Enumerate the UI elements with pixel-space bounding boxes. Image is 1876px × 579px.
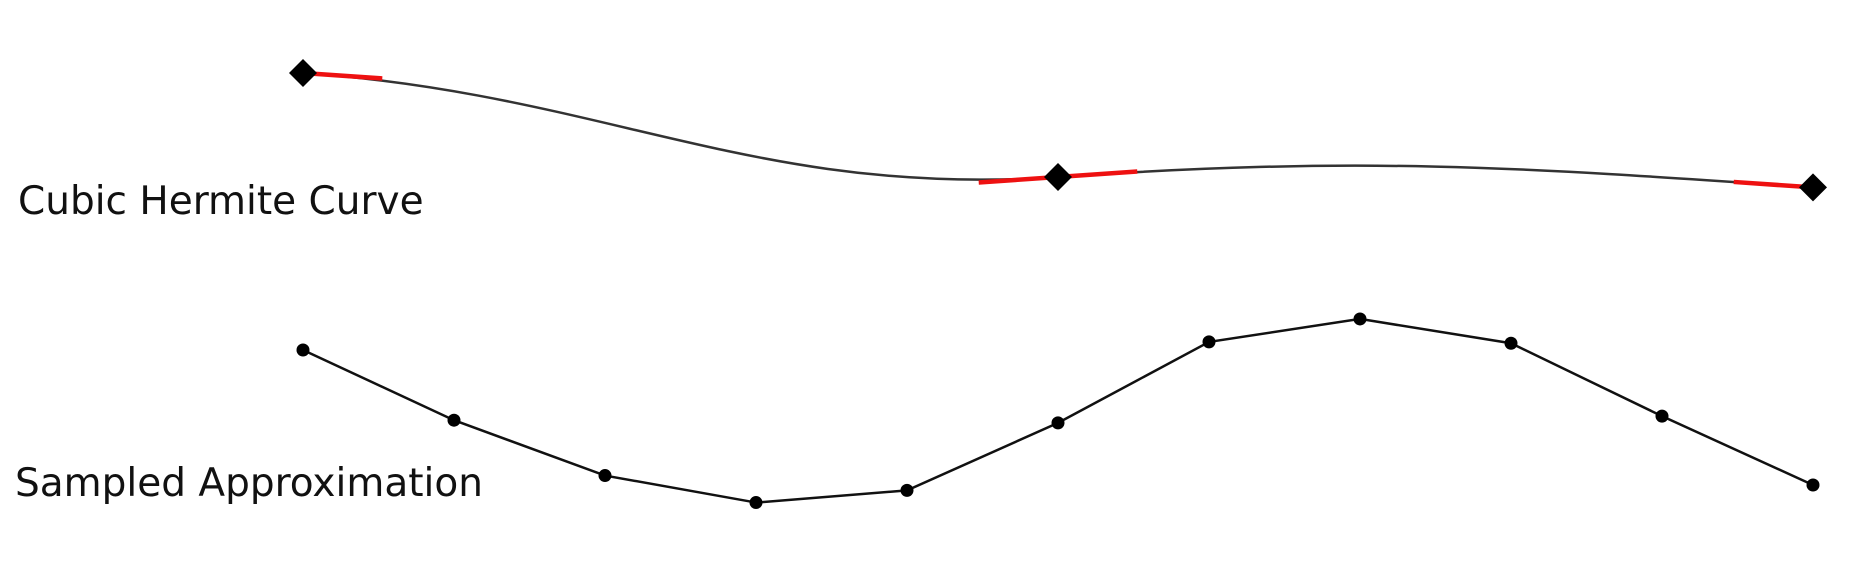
sample-point-7	[1353, 312, 1367, 326]
control-point-p0	[289, 59, 317, 87]
sample-point-8	[1504, 336, 1518, 350]
sampled-approximation-group	[296, 312, 1820, 510]
sample-point-3	[749, 496, 763, 510]
sample-point-6	[1202, 335, 1216, 349]
sample-point-4	[900, 483, 914, 497]
sample-point-9	[1655, 409, 1669, 423]
sample-point-0	[296, 343, 310, 357]
sample-point-10	[1806, 478, 1820, 492]
tangent-handle-p2	[1733, 179, 1814, 190]
sampled-polyline	[302, 317, 1814, 504]
tangent-handle-p0	[302, 70, 383, 81]
sample-point-2	[598, 469, 612, 483]
control-points	[289, 59, 1827, 202]
control-point-p2	[1799, 173, 1827, 202]
sample-point-1	[447, 413, 461, 427]
samples-row-label: Sampled Approximation	[15, 461, 483, 506]
sample-point-5	[1051, 416, 1065, 430]
curve-row-label: Cubic Hermite Curve	[18, 179, 424, 224]
control-point-p1	[1044, 163, 1072, 191]
sample-points	[296, 312, 1820, 510]
hermite-curve-group	[289, 59, 1827, 202]
